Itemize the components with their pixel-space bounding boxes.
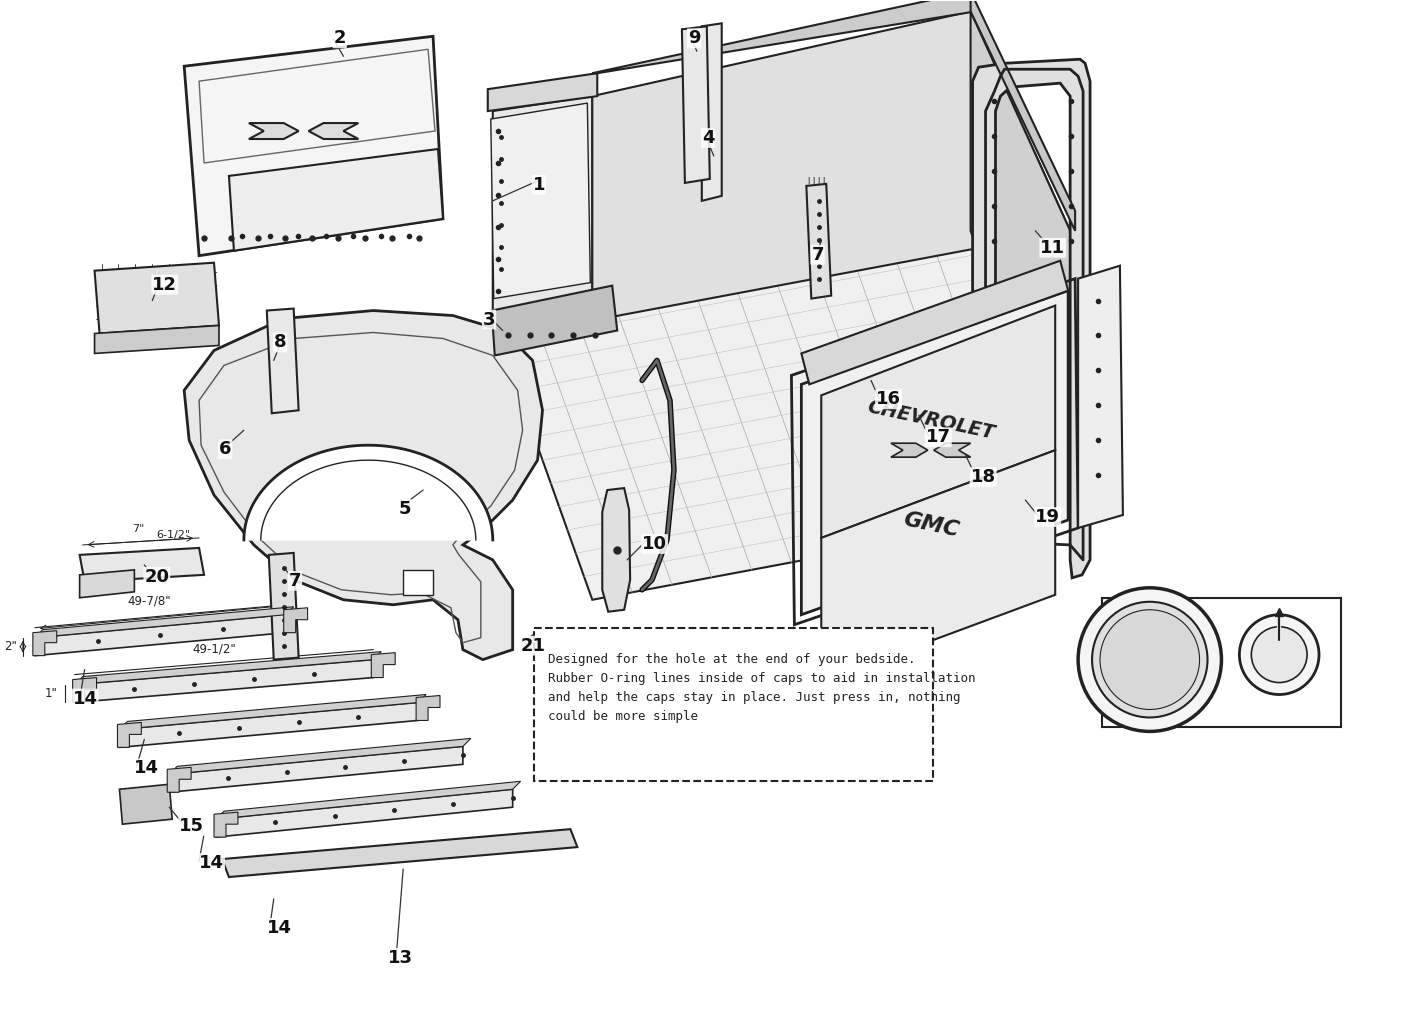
Polygon shape <box>492 96 593 321</box>
Text: 49-7/8": 49-7/8" <box>127 594 171 608</box>
Polygon shape <box>284 608 308 633</box>
Circle shape <box>1092 602 1208 717</box>
Polygon shape <box>229 149 443 251</box>
Text: 14: 14 <box>267 918 292 937</box>
Polygon shape <box>95 325 219 353</box>
Bar <box>1102 598 1340 728</box>
Polygon shape <box>371 652 395 678</box>
Text: 6-1/2": 6-1/2" <box>157 530 190 540</box>
Polygon shape <box>75 659 374 703</box>
Polygon shape <box>216 781 521 819</box>
Polygon shape <box>416 696 440 720</box>
Circle shape <box>1101 610 1199 709</box>
Polygon shape <box>79 570 134 598</box>
Text: 14: 14 <box>72 689 97 708</box>
Polygon shape <box>682 27 710 183</box>
Polygon shape <box>821 450 1055 681</box>
Text: 21: 21 <box>521 637 546 654</box>
Text: l l l l: l l l l <box>807 176 825 186</box>
Polygon shape <box>971 11 1070 510</box>
Text: 13: 13 <box>388 948 413 967</box>
Circle shape <box>1239 615 1319 695</box>
Polygon shape <box>32 631 56 655</box>
Polygon shape <box>169 739 471 774</box>
Polygon shape <box>890 443 928 457</box>
Text: 12: 12 <box>152 276 178 294</box>
Polygon shape <box>267 309 299 413</box>
Circle shape <box>1078 588 1222 732</box>
Polygon shape <box>801 261 1068 384</box>
Polygon shape <box>1078 265 1123 528</box>
Text: 4: 4 <box>701 129 714 147</box>
Polygon shape <box>806 184 831 298</box>
Bar <box>404 570 433 594</box>
Text: 2: 2 <box>333 29 346 47</box>
Polygon shape <box>95 263 219 333</box>
Polygon shape <box>35 607 293 638</box>
Polygon shape <box>75 651 381 684</box>
Text: CHEVROLET: CHEVROLET <box>865 397 996 443</box>
Polygon shape <box>593 0 975 73</box>
Text: 14: 14 <box>199 854 224 872</box>
Text: 1: 1 <box>532 175 545 194</box>
Polygon shape <box>214 812 238 837</box>
Text: 1": 1" <box>45 687 58 700</box>
Polygon shape <box>120 695 426 730</box>
Polygon shape <box>185 36 443 256</box>
Text: Designed for the hole at the end of your bedside.
Rubber O-ring lines inside of : Designed for the hole at the end of your… <box>547 652 975 722</box>
Polygon shape <box>701 24 721 201</box>
Text: 9: 9 <box>689 29 700 47</box>
Text: 17: 17 <box>926 428 951 446</box>
Polygon shape <box>971 0 1075 231</box>
Polygon shape <box>79 548 205 582</box>
Polygon shape <box>35 615 285 655</box>
Text: 14: 14 <box>134 760 159 777</box>
Polygon shape <box>222 829 577 877</box>
Polygon shape <box>244 445 492 540</box>
Polygon shape <box>168 768 190 793</box>
Text: 16: 16 <box>876 390 902 409</box>
Polygon shape <box>801 291 1068 615</box>
Polygon shape <box>248 123 299 139</box>
Text: 7": 7" <box>133 524 144 534</box>
Polygon shape <box>120 703 418 747</box>
Text: 8: 8 <box>274 333 286 352</box>
Text: 7: 7 <box>811 246 824 264</box>
Polygon shape <box>488 73 597 111</box>
Polygon shape <box>593 11 1070 321</box>
Polygon shape <box>492 286 617 355</box>
Text: 6: 6 <box>219 441 231 458</box>
Polygon shape <box>492 231 1070 600</box>
Text: GMC: GMC <box>902 510 961 541</box>
Text: 18: 18 <box>971 469 996 486</box>
Polygon shape <box>216 789 512 837</box>
Text: 15: 15 <box>179 817 205 835</box>
Circle shape <box>1252 626 1307 682</box>
Text: 7: 7 <box>289 572 301 590</box>
Text: 11: 11 <box>1040 238 1065 257</box>
Text: 3: 3 <box>483 311 495 328</box>
Polygon shape <box>117 722 141 747</box>
Text: 5: 5 <box>398 501 411 518</box>
Text: 10: 10 <box>642 535 667 553</box>
Polygon shape <box>268 553 299 659</box>
Text: 49-1/2": 49-1/2" <box>192 643 236 655</box>
Text: 2": 2" <box>4 640 17 653</box>
Text: 20: 20 <box>144 568 169 586</box>
Polygon shape <box>72 678 96 703</box>
Polygon shape <box>309 123 358 139</box>
Polygon shape <box>169 746 463 793</box>
Text: 19: 19 <box>1036 508 1060 526</box>
Polygon shape <box>120 784 172 825</box>
Polygon shape <box>972 59 1091 578</box>
Polygon shape <box>934 443 971 457</box>
Polygon shape <box>185 311 543 659</box>
FancyBboxPatch shape <box>533 627 933 781</box>
Polygon shape <box>602 488 631 612</box>
Polygon shape <box>821 305 1055 538</box>
Polygon shape <box>491 103 590 298</box>
